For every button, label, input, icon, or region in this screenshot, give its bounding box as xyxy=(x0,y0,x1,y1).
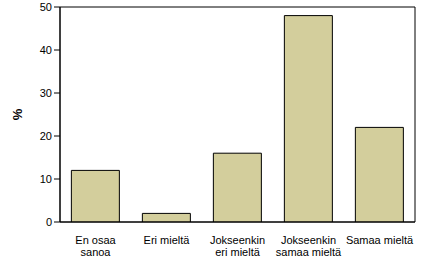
svg-text:0: 0 xyxy=(46,216,52,228)
svg-text:10: 10 xyxy=(40,173,52,185)
svg-text:40: 40 xyxy=(40,44,52,56)
svg-text:50: 50 xyxy=(40,1,52,13)
svg-text:Jokseenkineri mieltä: Jokseenkineri mieltä xyxy=(210,234,265,258)
svg-text:Eri mieltä: Eri mieltä xyxy=(144,234,191,246)
svg-text:20: 20 xyxy=(40,130,52,142)
svg-text:%: % xyxy=(10,108,25,120)
svg-text:30: 30 xyxy=(40,87,52,99)
svg-text:Samaa mieltä: Samaa mieltä xyxy=(346,234,414,246)
svg-text:En osaasanoa: En osaasanoa xyxy=(75,234,116,258)
svg-text:Jokseenkinsamaa mieltä: Jokseenkinsamaa mieltä xyxy=(276,234,342,258)
